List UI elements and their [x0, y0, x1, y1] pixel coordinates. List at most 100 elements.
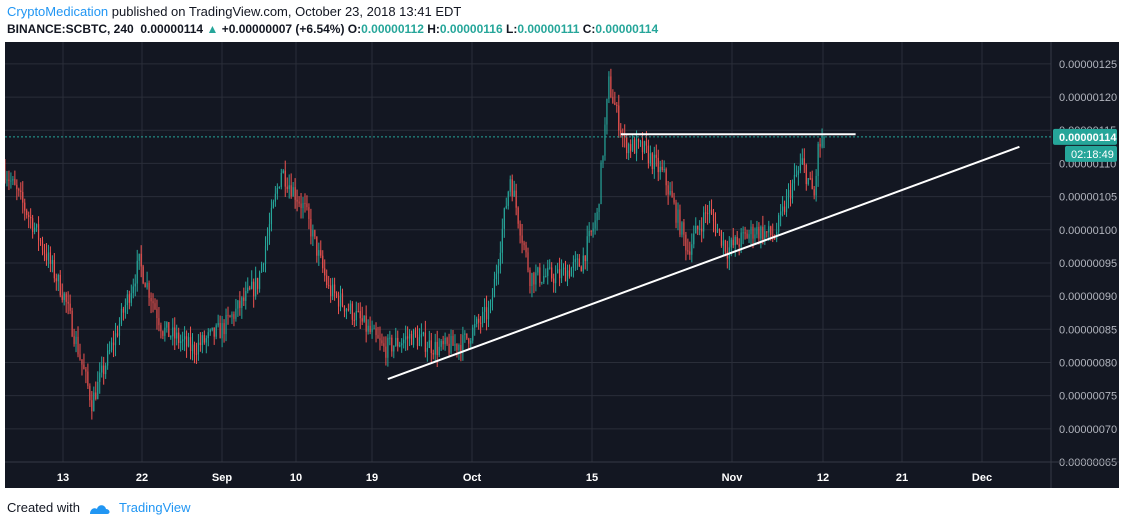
- candle-body: [470, 340, 472, 344]
- candle-body: [689, 251, 691, 255]
- candle-body: [523, 242, 525, 246]
- candle-body: [756, 226, 758, 235]
- candle-body: [270, 207, 273, 225]
- candle-body: [249, 287, 251, 289]
- candle-body: [300, 203, 302, 209]
- candle-body: [97, 381, 99, 399]
- tradingview-link[interactable]: TradingView: [119, 500, 191, 515]
- candle-body: [24, 202, 26, 211]
- candle-body: [335, 293, 338, 296]
- symbol-label: BINANCE:SCBTC, 240: [7, 22, 134, 36]
- candle-body: [359, 311, 361, 319]
- candle-body: [529, 270, 531, 287]
- candle-body: [793, 174, 796, 184]
- candle-body: [476, 318, 478, 325]
- candle-body: [738, 244, 740, 247]
- ohlc-bar: BINANCE:SCBTC, 240 0.00000114 ▲ +0.00000…: [7, 22, 658, 36]
- candle-body: [545, 275, 547, 277]
- candle-body: [588, 230, 590, 237]
- candle-body: [55, 278, 57, 282]
- candle-body: [452, 336, 454, 346]
- candle-body: [193, 344, 196, 354]
- candle-body: [651, 153, 653, 170]
- candle-body: [531, 273, 533, 287]
- candle-body: [253, 281, 255, 297]
- close-value: 0.00000114: [595, 22, 659, 36]
- x-tick-label: 12: [817, 472, 829, 484]
- y-tick-label: 0.00000120: [1059, 92, 1117, 104]
- candle-body: [105, 365, 107, 375]
- high-label: H:: [427, 22, 440, 36]
- candle-body: [714, 221, 717, 233]
- candle-body: [803, 158, 805, 166]
- candle-body: [697, 225, 699, 230]
- candle-body: [586, 236, 588, 262]
- candle-body: [630, 144, 632, 151]
- candle-body: [458, 344, 460, 350]
- high-value: 0.00000116: [439, 22, 503, 36]
- candle-body: [166, 322, 168, 328]
- candle-body: [472, 327, 474, 341]
- candle-body: [778, 215, 780, 232]
- candle-body: [284, 170, 286, 187]
- candle-body: [608, 76, 610, 99]
- candle-body: [570, 267, 573, 277]
- candle-body: [107, 350, 109, 366]
- candle-body: [264, 245, 267, 264]
- candle-body: [164, 327, 166, 336]
- candle-body: [436, 341, 438, 356]
- y-tick-label: 0.00000100: [1059, 225, 1117, 237]
- candle-body: [716, 229, 719, 233]
- candle-body: [772, 235, 774, 237]
- low-value: 0.00000111: [517, 22, 580, 36]
- candle-body: [783, 206, 786, 213]
- candle-body: [322, 255, 324, 269]
- candle-body: [602, 155, 604, 163]
- chart-area[interactable]: 0.00000065 0.00000070 0.00000075 0.00000080…: [5, 42, 1119, 488]
- current-price-box: [1053, 128, 1117, 145]
- candle-body: [251, 281, 253, 289]
- candle-body: [345, 309, 348, 312]
- candle-body: [681, 222, 683, 235]
- candlestick-chart[interactable]: 0.00000065 0.00000070 0.00000075 0.00000080…: [5, 42, 1119, 488]
- candle-body: [408, 333, 411, 339]
- candle-body: [22, 191, 24, 203]
- candle-body: [30, 216, 32, 219]
- candle-body: [355, 310, 357, 321]
- candle-body: [83, 364, 85, 370]
- candle-body: [557, 269, 559, 274]
- candle-body: [207, 332, 209, 339]
- candle-body: [505, 205, 507, 209]
- candle-body: [176, 332, 178, 339]
- y-tick-label: 0.00000070: [1059, 424, 1117, 436]
- candle-body: [401, 343, 403, 346]
- candle-body: [639, 141, 642, 143]
- candle-body: [555, 273, 557, 284]
- candle-body: [442, 340, 444, 345]
- candle-body: [758, 226, 760, 239]
- candle-body: [286, 186, 288, 190]
- candle-body: [349, 303, 351, 311]
- candle-body: [32, 218, 34, 232]
- y-tick-label: 0.00000085: [1059, 324, 1117, 336]
- candle-body: [276, 187, 278, 194]
- candle-body: [746, 233, 748, 239]
- candle-body: [197, 342, 200, 355]
- candle-body: [637, 139, 640, 142]
- author-link[interactable]: CryptoMedication: [7, 4, 109, 19]
- candle-body: [712, 213, 715, 222]
- candle-body: [63, 293, 65, 300]
- candle-body: [185, 336, 188, 347]
- candle-body: [541, 282, 543, 284]
- candle-body: [272, 201, 274, 208]
- candle-body: [26, 210, 28, 216]
- candle-body: [262, 263, 265, 265]
- candle-body: [572, 261, 574, 268]
- candle-body: [628, 144, 630, 154]
- candle-body: [332, 284, 334, 297]
- candle-body: [460, 344, 462, 353]
- candle-body: [503, 208, 505, 229]
- footer: Created with TradingView: [7, 500, 191, 516]
- candle-body: [823, 136, 825, 139]
- candle-body: [172, 327, 174, 337]
